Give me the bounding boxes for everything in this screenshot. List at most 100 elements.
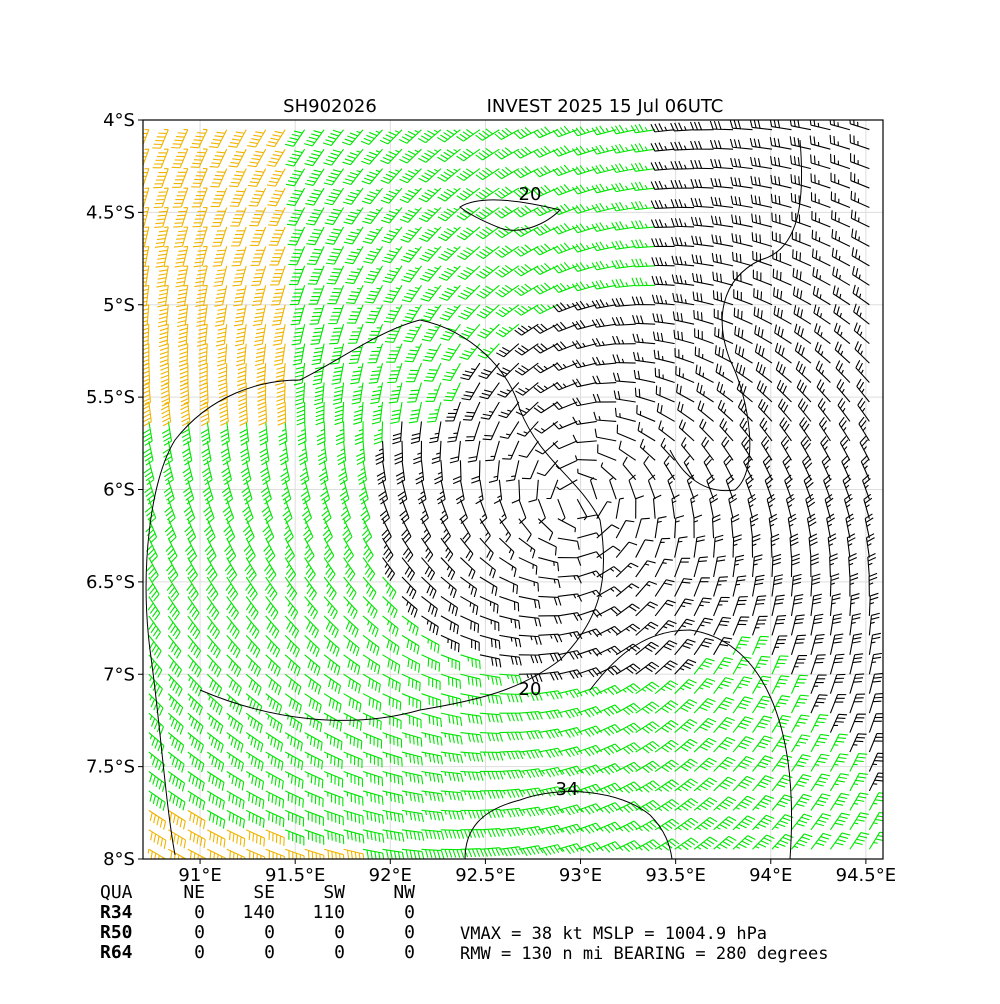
wind-barb xyxy=(421,770,444,784)
wind-barb xyxy=(381,518,392,544)
wind-barb xyxy=(209,148,228,168)
wind-barb xyxy=(457,245,481,261)
wind-barb xyxy=(401,634,420,655)
wind-barb xyxy=(284,829,305,846)
wind-barb xyxy=(477,343,500,359)
wind-barb xyxy=(180,401,191,427)
wind-barb xyxy=(552,125,578,138)
wind-barb xyxy=(283,518,294,544)
wind-barb xyxy=(552,282,578,293)
wind-barb xyxy=(245,848,266,859)
wind-barb xyxy=(577,822,603,835)
wind-barb xyxy=(167,751,185,773)
wind-barb xyxy=(635,701,660,715)
wind-barb xyxy=(185,557,198,582)
wind-barb xyxy=(591,337,617,347)
wind-barb xyxy=(421,304,442,322)
wind-barb xyxy=(654,680,679,695)
wind-barb xyxy=(247,148,267,168)
wind-barb xyxy=(810,613,824,636)
wind-barb xyxy=(289,285,306,306)
wind-barb xyxy=(717,399,734,422)
wind-barb xyxy=(615,820,641,833)
wind-barb xyxy=(790,654,807,675)
wind-barb xyxy=(156,265,169,288)
wind-barb xyxy=(635,601,658,617)
wind-barb xyxy=(362,557,376,582)
wind-barb xyxy=(829,134,851,150)
wind-barb xyxy=(693,556,708,578)
wind-barb xyxy=(286,207,306,226)
wind-barb xyxy=(421,829,445,840)
wind-barb xyxy=(868,772,883,792)
wind-barb xyxy=(557,557,582,566)
wind-barb xyxy=(265,615,280,639)
wind-barb xyxy=(654,640,678,656)
wind-barb xyxy=(143,362,151,387)
wind-barb xyxy=(340,499,351,525)
wind-barb xyxy=(475,167,500,181)
wind-barb xyxy=(207,848,226,859)
wind-barb xyxy=(344,246,364,265)
wind-barb xyxy=(456,148,481,162)
wind-barb xyxy=(400,246,422,263)
wind-barb xyxy=(265,596,279,620)
wind-barb xyxy=(460,693,483,706)
wind-barb xyxy=(421,790,444,803)
wind-barb xyxy=(362,634,380,656)
wind-barb xyxy=(226,829,246,848)
wind-barb xyxy=(379,129,403,145)
wind-barb xyxy=(479,712,503,724)
wind-barb xyxy=(382,693,402,711)
wind-barb xyxy=(475,479,484,505)
table-cell: 0 xyxy=(194,942,205,963)
wind-barb xyxy=(868,572,878,597)
wind-barb xyxy=(198,362,208,387)
wind-barb xyxy=(401,265,422,283)
wind-barb xyxy=(421,634,440,654)
wind-barb xyxy=(437,226,461,242)
wind-barb xyxy=(495,284,520,298)
wind-barb xyxy=(235,343,247,367)
wind-barb xyxy=(556,479,578,491)
wind-barb xyxy=(222,499,235,525)
wind-barb xyxy=(571,319,597,330)
wind-barb xyxy=(265,732,284,752)
wind-barb xyxy=(203,499,215,525)
wind-barb xyxy=(231,246,247,267)
wind-barb xyxy=(830,191,851,209)
wind-barb xyxy=(178,343,189,367)
wind-barb xyxy=(843,493,853,519)
wind-barb xyxy=(371,401,384,425)
x-tick-label: 94.5°E xyxy=(836,865,896,886)
wind-barb xyxy=(419,246,442,262)
wind-barb xyxy=(304,654,321,676)
wind-barb xyxy=(732,596,748,617)
wind-barb xyxy=(709,494,719,519)
wind-barb xyxy=(207,829,226,848)
wind-barb xyxy=(615,583,640,597)
wind-barb xyxy=(820,435,831,461)
wind-barb xyxy=(498,537,515,560)
wind-barb xyxy=(210,168,228,188)
wind-barb xyxy=(143,401,152,427)
wind-barb xyxy=(460,557,476,580)
wind-barb xyxy=(245,615,260,639)
wind-barb xyxy=(228,148,247,168)
wind-barb xyxy=(734,325,753,345)
wind-barb xyxy=(257,382,267,406)
wind-barb xyxy=(633,369,656,384)
wind-barb xyxy=(494,225,520,239)
wind-barb xyxy=(148,712,165,735)
wind-barb xyxy=(164,518,177,544)
wind-barb xyxy=(811,211,831,228)
title-left: SH902026 xyxy=(283,96,377,117)
wind-barb xyxy=(591,202,617,213)
wind-barb xyxy=(712,290,734,306)
wind-barb xyxy=(615,497,624,519)
wind-barb xyxy=(674,698,698,714)
table-cell: 0 xyxy=(194,902,205,923)
wind-barb xyxy=(732,534,742,558)
wind-barb xyxy=(572,340,597,350)
wind-barb xyxy=(752,755,774,772)
